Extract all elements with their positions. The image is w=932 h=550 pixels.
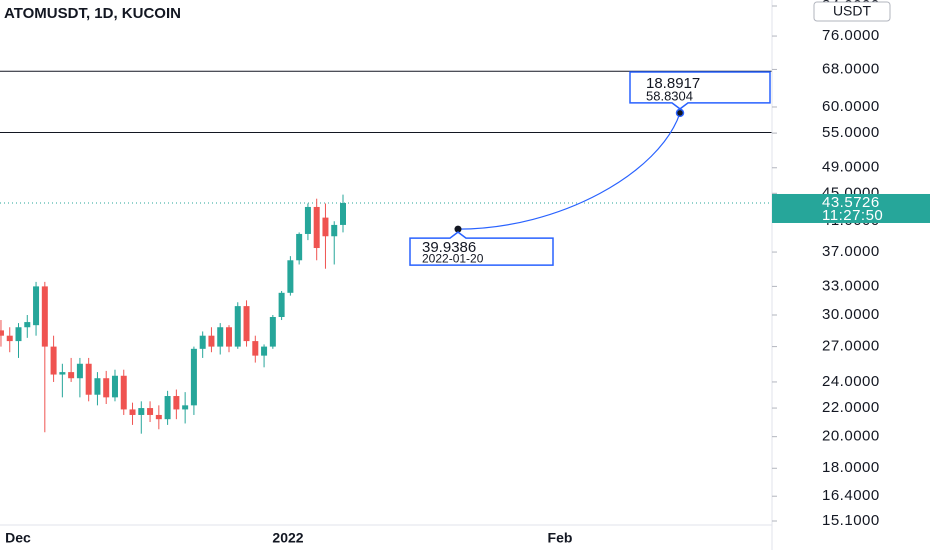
x-tick-label: Feb — [548, 530, 573, 546]
candle-body — [129, 409, 136, 415]
price-axis: 84.000076.000068.000060.000055.000049.00… — [772, 0, 930, 529]
candle-body — [217, 327, 224, 347]
x-tick-label: Dec — [5, 530, 31, 546]
last-price-label: 43.5726 — [822, 194, 880, 211]
candle-body — [76, 363, 83, 379]
y-tick-label: 22.0000 — [822, 399, 880, 416]
candle-body — [269, 316, 276, 347]
candle-body — [243, 306, 250, 342]
candle-body — [85, 363, 92, 395]
y-tick-label: 49.0000 — [822, 159, 880, 176]
candle-body — [304, 206, 311, 234]
candle-body — [173, 396, 180, 410]
candle-body — [261, 346, 268, 356]
candle-body — [340, 202, 346, 225]
candle-body — [164, 396, 171, 420]
y-tick-label: 15.1000 — [822, 512, 880, 529]
candle-body — [296, 233, 303, 261]
last-price-box — [772, 193, 930, 223]
candle-body — [313, 206, 320, 249]
annotation-start-box — [409, 231, 554, 266]
y-tick-label: 60.0000 — [822, 98, 880, 115]
candle-body — [6, 335, 13, 342]
candle-body — [94, 378, 101, 395]
y-tick-label: 30.0000 — [822, 306, 880, 323]
annotation-end-box — [629, 71, 771, 110]
candle-body — [287, 260, 294, 293]
chart-title: ATOMUSDT, 1D, KUCOIN — [4, 5, 181, 22]
candle-body — [0, 330, 4, 336]
annotation-end-point — [675, 108, 685, 118]
y-tick-label: 37.0000 — [822, 243, 880, 260]
y-tick-label: 24.0000 — [822, 373, 880, 390]
y-tick-label: 76.0000 — [822, 27, 880, 44]
annotation-start-point — [454, 225, 462, 233]
candle-body — [199, 335, 206, 349]
y-tick-label: 20.0000 — [822, 428, 880, 445]
annotation-start-date: 2022-01-20 — [422, 251, 484, 265]
candle-body — [147, 408, 154, 415]
candle-body — [103, 378, 110, 398]
candle-body — [138, 408, 145, 415]
candle-body — [41, 286, 48, 347]
y-tick-label: 27.0000 — [822, 338, 880, 355]
y-tick-label: 68.0000 — [822, 60, 880, 77]
currency-box[interactable] — [813, 1, 891, 22]
candle-body — [182, 405, 189, 410]
y-tick-label: 55.0000 — [822, 124, 880, 141]
candle-body — [68, 372, 75, 379]
candle-body — [190, 348, 197, 406]
candle-body — [59, 372, 66, 375]
candle-body — [24, 322, 31, 328]
y-tick-label: 16.4000 — [822, 487, 880, 504]
currency-label[interactable]: USDT — [833, 3, 872, 19]
candle-body — [33, 286, 40, 326]
countdown-label: 11:27:50 — [822, 207, 883, 224]
candle-body — [50, 346, 57, 375]
candle-body — [208, 335, 215, 347]
y-tick-label: 33.0000 — [822, 277, 880, 294]
x-tick-label: 2022 — [272, 530, 303, 546]
candle-body — [331, 224, 338, 237]
candle-body — [15, 327, 22, 342]
candle-body — [322, 217, 329, 237]
candle-body — [278, 292, 285, 317]
candle-body — [234, 306, 241, 347]
candle-body — [225, 327, 232, 347]
annotation-start-value: 39.9386 — [422, 239, 476, 256]
annotation-end-value: 58.8304 — [646, 88, 693, 103]
annotation-change: 18.8917 — [646, 75, 700, 92]
candle-body — [252, 341, 259, 356]
annotation-curve — [457, 112, 681, 230]
candle-body — [120, 375, 127, 410]
candle-body — [155, 414, 162, 420]
y-tick-label: 18.0000 — [822, 459, 880, 476]
candle-body — [111, 375, 118, 398]
